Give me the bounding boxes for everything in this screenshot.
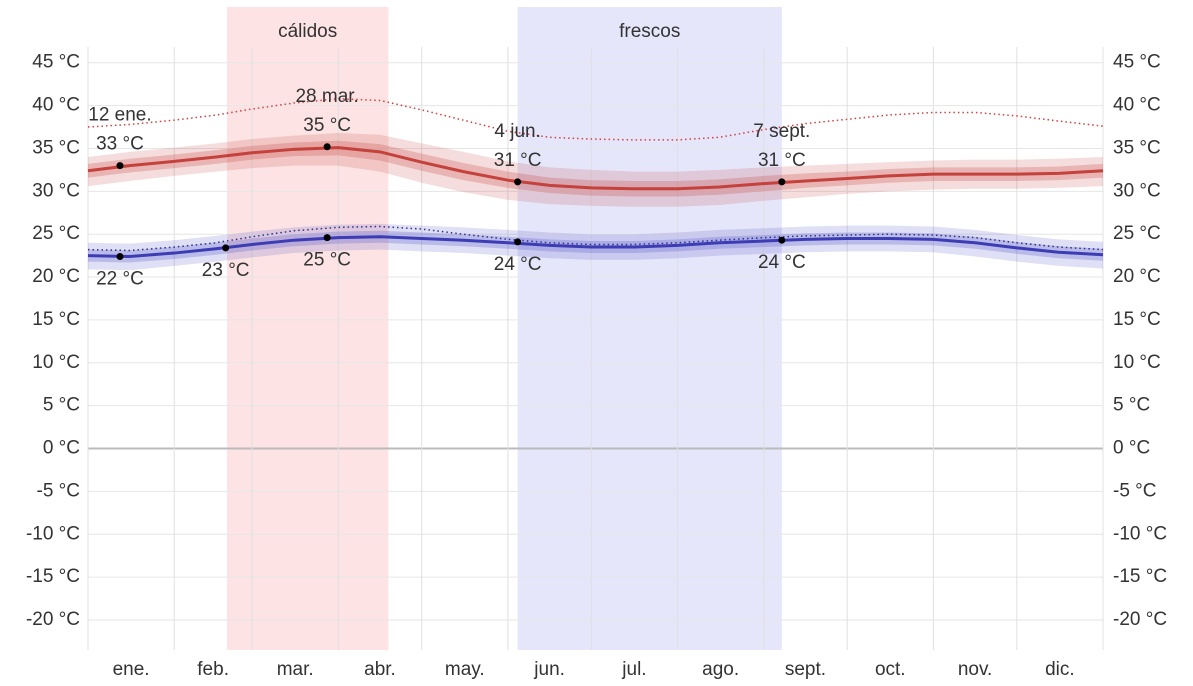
y-tick-label: 45 °C — [32, 52, 80, 73]
y2-tick-label: -10 °C — [1113, 523, 1167, 544]
y2-tick-label: 25 °C — [1113, 223, 1161, 244]
annotation-date: 12 ene. — [88, 105, 151, 126]
y2-tick-label: 10 °C — [1113, 352, 1161, 373]
y-tick-label: -20 °C — [26, 609, 80, 630]
annotation-dot — [778, 236, 786, 244]
annotation-value: 31 °C — [758, 150, 806, 171]
annotation-value: 31 °C — [494, 150, 542, 171]
inner-band — [88, 140, 1103, 197]
y2-tick-label: 15 °C — [1113, 309, 1161, 330]
y-tick-label: -5 °C — [37, 480, 81, 501]
y-tick-label: 0 °C — [43, 438, 80, 459]
y2-tick-label: 5 °C — [1113, 395, 1150, 416]
x-tick-label: dic. — [1045, 659, 1075, 680]
annotation-dot — [323, 234, 331, 242]
x-tick-label: feb. — [197, 659, 229, 680]
annotation-value: 22 °C — [96, 268, 144, 289]
annotation-dot — [116, 252, 124, 260]
x-tick-label: may. — [445, 659, 485, 680]
x-tick-label: abr. — [364, 659, 396, 680]
annotation-date: 28 mar. — [295, 86, 358, 107]
annotation-value: 33 °C — [96, 134, 144, 155]
annotation-dot — [778, 178, 786, 186]
x-tick-label: ene. — [113, 659, 150, 680]
annotation-value: 23 °C — [202, 260, 250, 281]
y-tick-label: 20 °C — [32, 266, 80, 287]
y-tick-label: 15 °C — [32, 309, 80, 330]
season-label: cálidos — [278, 21, 337, 42]
x-tick-label: jun. — [533, 659, 565, 680]
season-band — [517, 7, 782, 650]
annotation-dot — [116, 162, 124, 170]
y2-tick-label: 20 °C — [1113, 266, 1161, 287]
annotation-dot — [222, 244, 230, 252]
y-tick-label: 10 °C — [32, 352, 80, 373]
outer-band — [88, 133, 1103, 207]
dotted-line — [87, 97, 1104, 141]
x-tick-label: jul. — [621, 659, 646, 680]
y-tick-label: 40 °C — [32, 95, 80, 116]
y-tick-label: -10 °C — [26, 523, 80, 544]
annotation-date: 7 sept. — [753, 121, 810, 142]
annotation-value: 24 °C — [494, 254, 542, 275]
x-tick-label: oct. — [875, 659, 906, 680]
y-tick-label: -15 °C — [26, 566, 80, 587]
y-tick-label: 25 °C — [32, 223, 80, 244]
annotation-value: 25 °C — [303, 250, 351, 271]
y2-tick-label: 45 °C — [1113, 52, 1161, 73]
annotation-dot — [514, 238, 522, 246]
season-label: frescos — [619, 21, 680, 42]
annotation-value: 35 °C — [303, 115, 351, 136]
annotation-date: 4 jun. — [494, 121, 540, 142]
y-tick-label: 35 °C — [32, 137, 80, 158]
y2-tick-label: -15 °C — [1113, 566, 1167, 587]
y2-tick-label: -5 °C — [1113, 480, 1157, 501]
y-tick-label: 30 °C — [32, 180, 80, 201]
x-tick-label: mar. — [277, 659, 314, 680]
mean-line — [87, 146, 1104, 191]
x-tick-label: sept. — [785, 659, 826, 680]
annotation-dot — [323, 143, 331, 151]
y2-tick-label: 0 °C — [1113, 438, 1150, 459]
annotation-dot — [514, 178, 522, 186]
y2-tick-label: 30 °C — [1113, 180, 1161, 201]
annotation-value: 24 °C — [758, 252, 806, 273]
y2-tick-label: 35 °C — [1113, 137, 1161, 158]
y-tick-label: 5 °C — [43, 395, 80, 416]
y2-tick-label: -20 °C — [1113, 609, 1167, 630]
x-tick-label: nov. — [958, 659, 993, 680]
y2-tick-label: 40 °C — [1113, 95, 1161, 116]
x-tick-label: ago. — [702, 659, 739, 680]
season-band — [227, 7, 389, 650]
mean-line — [87, 235, 1104, 258]
